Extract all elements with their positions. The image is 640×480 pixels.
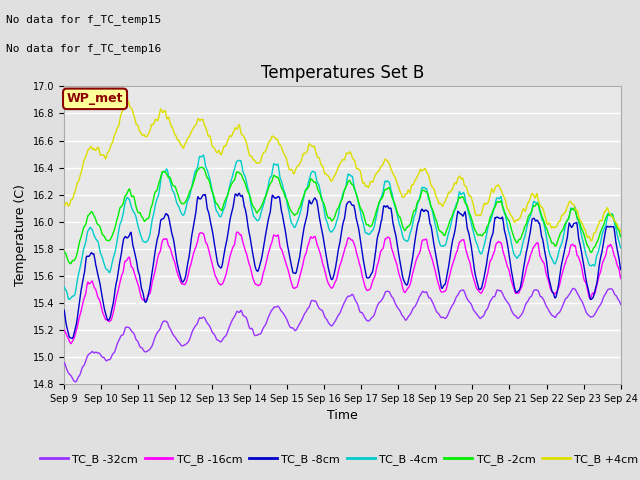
Text: No data for f_TC_temp16: No data for f_TC_temp16 xyxy=(6,43,162,54)
Legend: TC_B -32cm, TC_B -16cm, TC_B -8cm, TC_B -4cm, TC_B -2cm, TC_B +4cm: TC_B -32cm, TC_B -16cm, TC_B -8cm, TC_B … xyxy=(36,450,640,469)
X-axis label: Time: Time xyxy=(327,409,358,422)
Text: WP_met: WP_met xyxy=(67,92,124,105)
Text: No data for f_TC_temp15: No data for f_TC_temp15 xyxy=(6,14,162,25)
Y-axis label: Temperature (C): Temperature (C) xyxy=(14,184,27,286)
Title: Temperatures Set B: Temperatures Set B xyxy=(260,64,424,82)
